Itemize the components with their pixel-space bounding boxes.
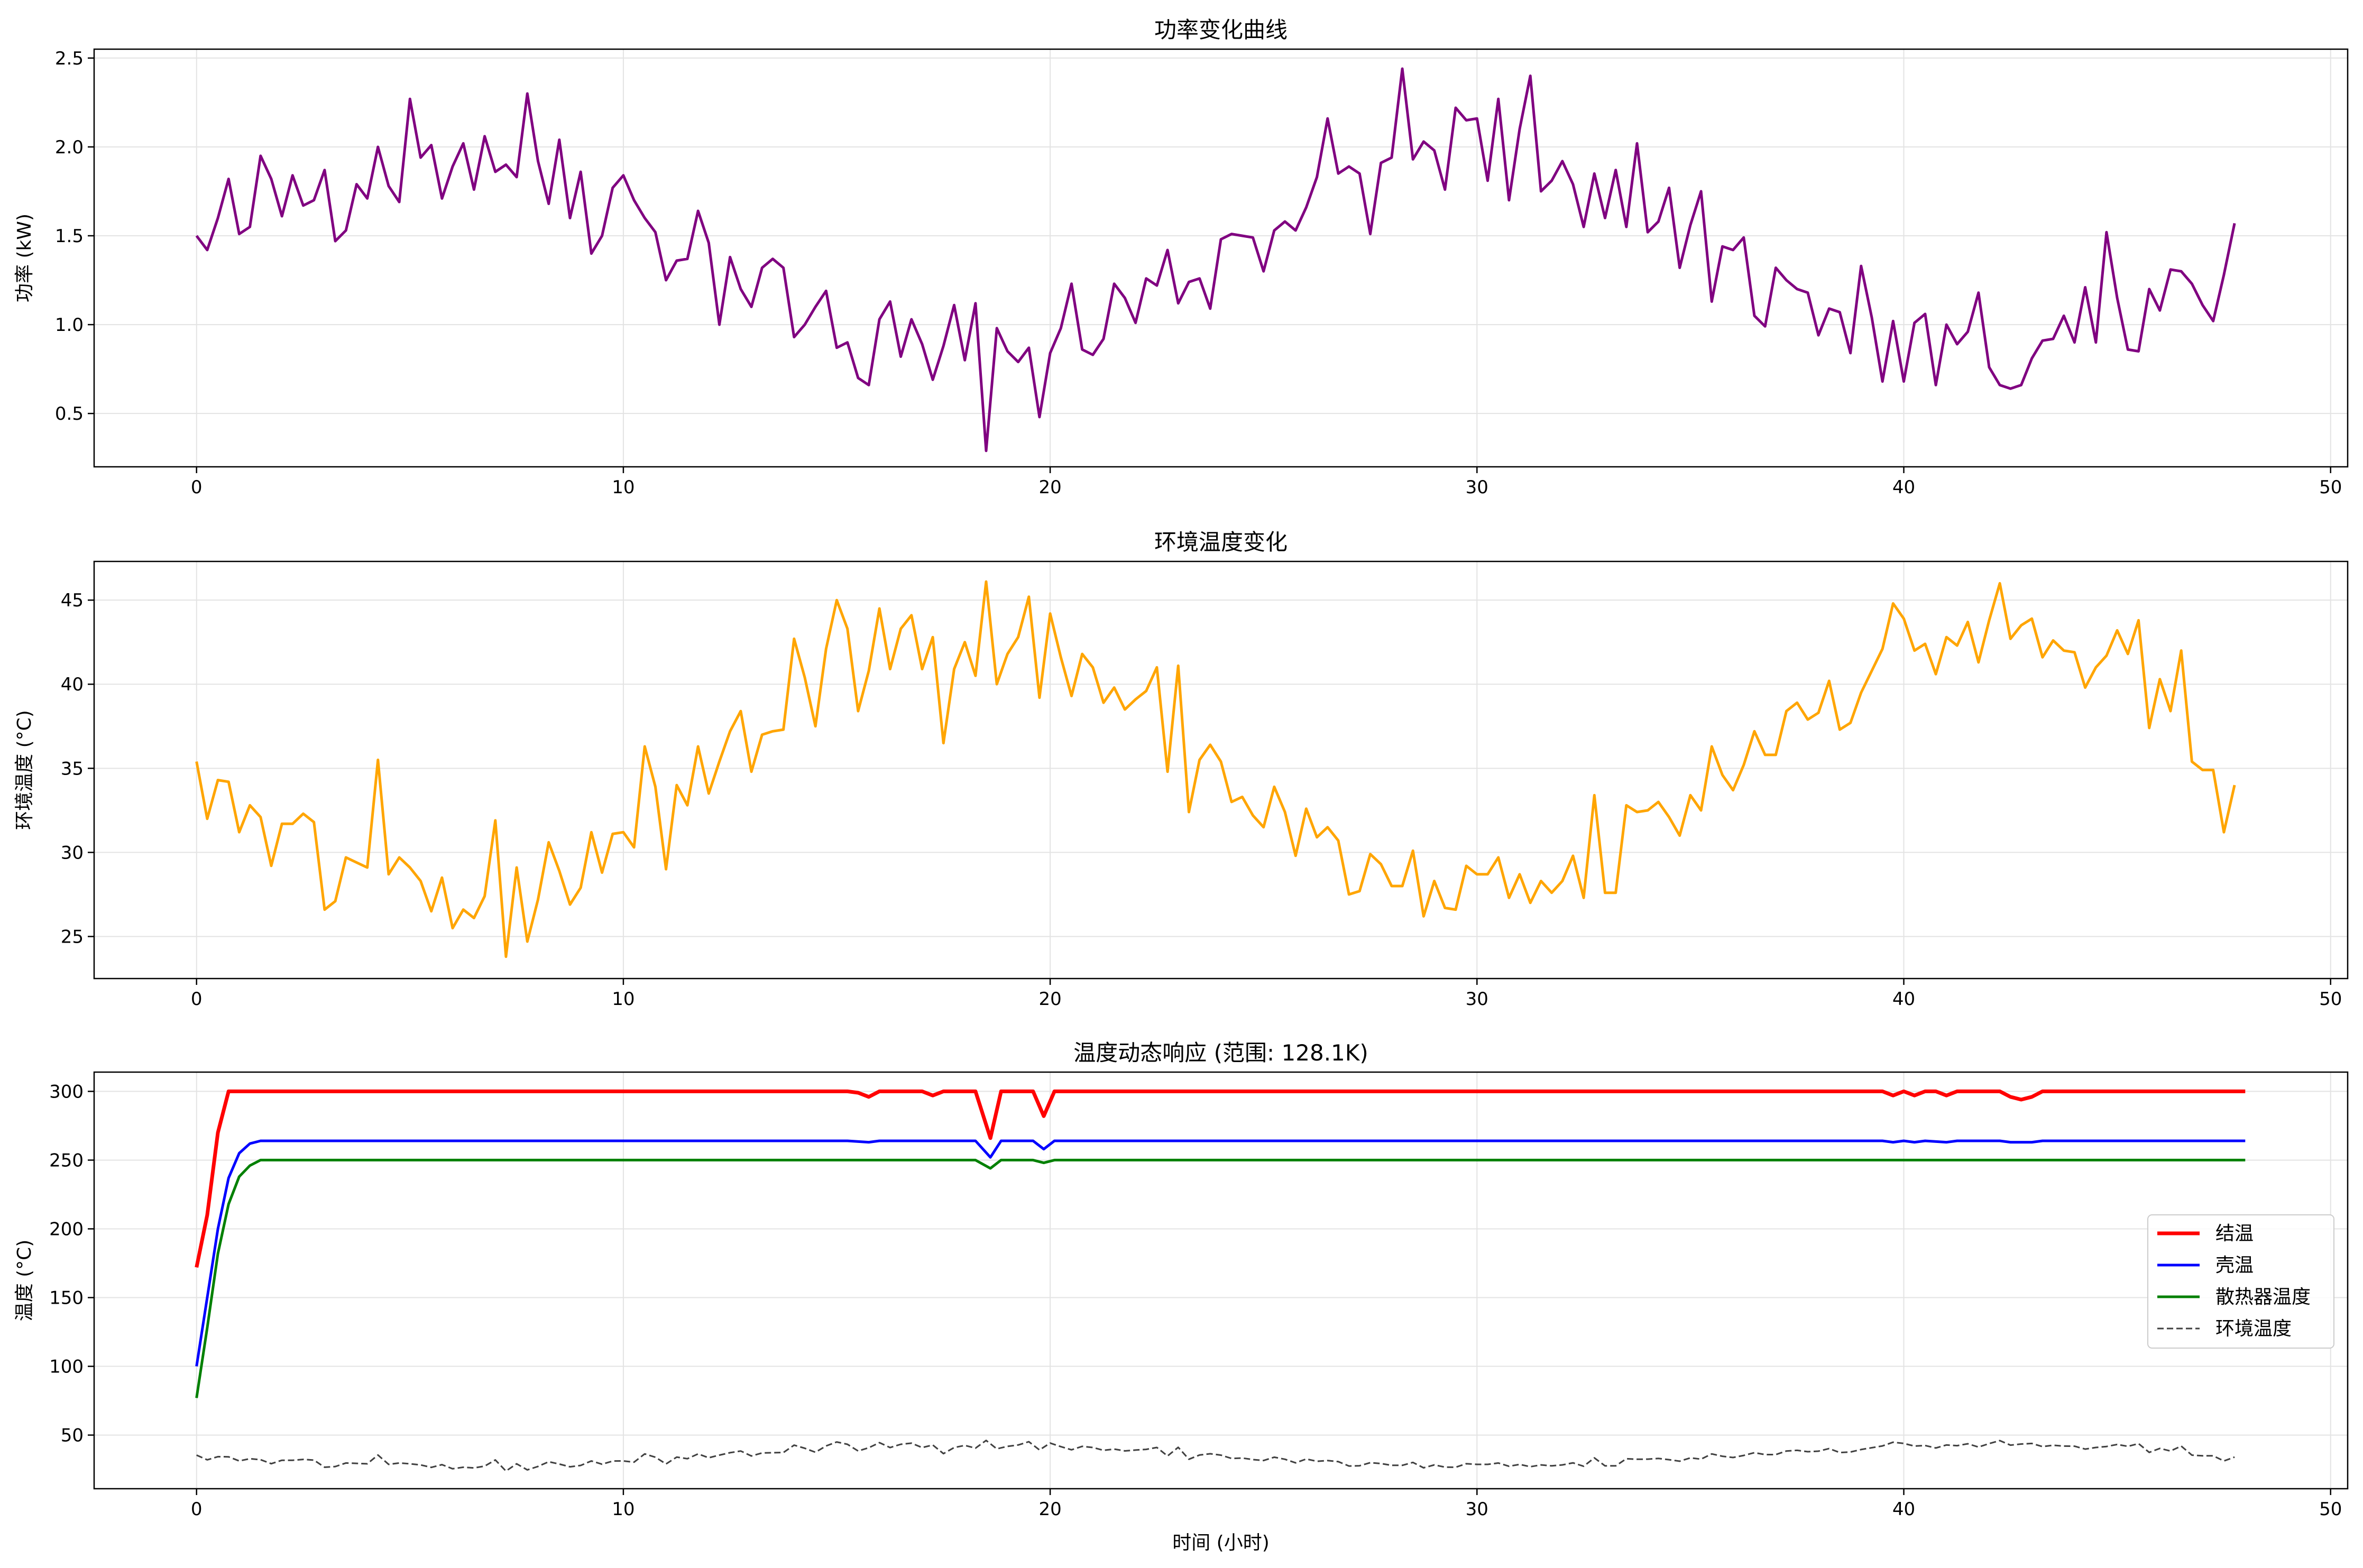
power-chart-title: 功率变化曲线: [1154, 17, 1288, 43]
grid-lines: [94, 49, 2348, 467]
axes-frame: [93, 560, 2349, 980]
ambient-chart-ylabel: 环境温度 (°C): [14, 710, 35, 830]
series-group: [195, 580, 2236, 958]
y-tick-label: 2.5: [55, 48, 84, 69]
y-tick-label: 300: [49, 1081, 84, 1102]
y-tick-label: 45: [61, 590, 84, 611]
legend-label: 环境温度: [2215, 1318, 2292, 1340]
x-tick-label: 10: [612, 989, 635, 1010]
series-line-series-0: [195, 580, 2236, 958]
y-tick-label: 150: [49, 1288, 84, 1309]
series-line-series-0: [195, 67, 2236, 453]
x-tick-label: 30: [1466, 477, 1488, 498]
y-tick-label: 1.0: [55, 315, 84, 336]
response-chart-xlabel: 时间 (小时): [1172, 1532, 1270, 1554]
x-tick-label: 0: [191, 1499, 203, 1520]
x-tick-label: 40: [1892, 477, 1915, 498]
x-tick-label: 50: [2319, 989, 2342, 1010]
x-tick-label: 50: [2319, 1499, 2342, 1520]
y-tick-label: 50: [61, 1425, 84, 1446]
x-tick-label: 30: [1466, 989, 1488, 1010]
legend-label: 散热器温度: [2215, 1286, 2311, 1308]
x-tick-label: 10: [612, 477, 635, 498]
axes-frame: [93, 1071, 2349, 1490]
ambient-chart-title: 环境温度变化: [1154, 529, 1288, 555]
y-tick-label: 0.5: [55, 403, 84, 425]
y-tick-label: 200: [49, 1219, 84, 1240]
y-tick-label: 2.0: [55, 137, 84, 158]
x-tick-label: 0: [191, 989, 203, 1010]
x-tick-label: 40: [1892, 1499, 1915, 1520]
axes-frame: [93, 48, 2349, 468]
series-line-环境温度: [196, 1440, 2235, 1472]
y-tick-label: 1.5: [55, 226, 84, 247]
grid-lines: [94, 561, 2348, 979]
y-tick-label: 25: [61, 926, 84, 947]
x-tick-label: 20: [1038, 989, 1061, 1010]
tick-group: 0 10 20 30 40 50 50 100 150 200 250 300: [49, 1081, 2342, 1520]
y-tick-label: 100: [49, 1357, 84, 1378]
series-group: [195, 67, 2236, 453]
y-tick-label: 40: [61, 674, 84, 695]
x-tick-label: 10: [612, 1499, 635, 1520]
y-tick-label: 30: [61, 842, 84, 863]
x-tick-label: 40: [1892, 989, 1915, 1010]
x-tick-label: 50: [2319, 477, 2342, 498]
series-group: [195, 1089, 2246, 1472]
tick-group: 0 10 20 30 40 50 0.5 1.0 1.5 2.0 2.5: [55, 48, 2342, 498]
legend-box: [2147, 1214, 2334, 1349]
series-line-壳温: [195, 1139, 2246, 1367]
power-chart: 功率变化曲线 功率 (kW) 0 10 20 30 40 50 0.5 1.0 1.5 2.0 2.…: [14, 17, 2349, 498]
x-tick-label: 30: [1466, 1499, 1488, 1520]
y-tick-label: 35: [61, 758, 84, 779]
series-line-结温: [195, 1089, 2246, 1268]
response-chart-ylabel: 温度 (°C): [14, 1240, 35, 1322]
x-tick-label: 20: [1038, 1499, 1061, 1520]
x-tick-label: 20: [1038, 477, 1061, 498]
legend-label: 壳温: [2215, 1255, 2254, 1276]
tick-group: 0 10 20 30 40 50 25 30 35 40 45: [61, 590, 2342, 1010]
temperature-response-chart: 温度动态响应 (范围: 128.1K) 温度 (°C) 时间 (小时) 0 10 2…: [14, 1040, 2349, 1554]
response-chart-title: 温度动态响应 (范围: 128.1K): [1073, 1040, 1368, 1066]
power-chart-ylabel: 功率 (kW): [14, 214, 35, 302]
legend-label: 结温: [2215, 1223, 2254, 1244]
y-tick-label: 250: [49, 1150, 84, 1171]
x-tick-label: 0: [191, 477, 203, 498]
series-line-散热器温度: [195, 1158, 2246, 1398]
ambient-temperature-chart: 环境温度变化 环境温度 (°C) 0 10 20 30 40 50 25 30 35 40 45: [14, 529, 2349, 1010]
